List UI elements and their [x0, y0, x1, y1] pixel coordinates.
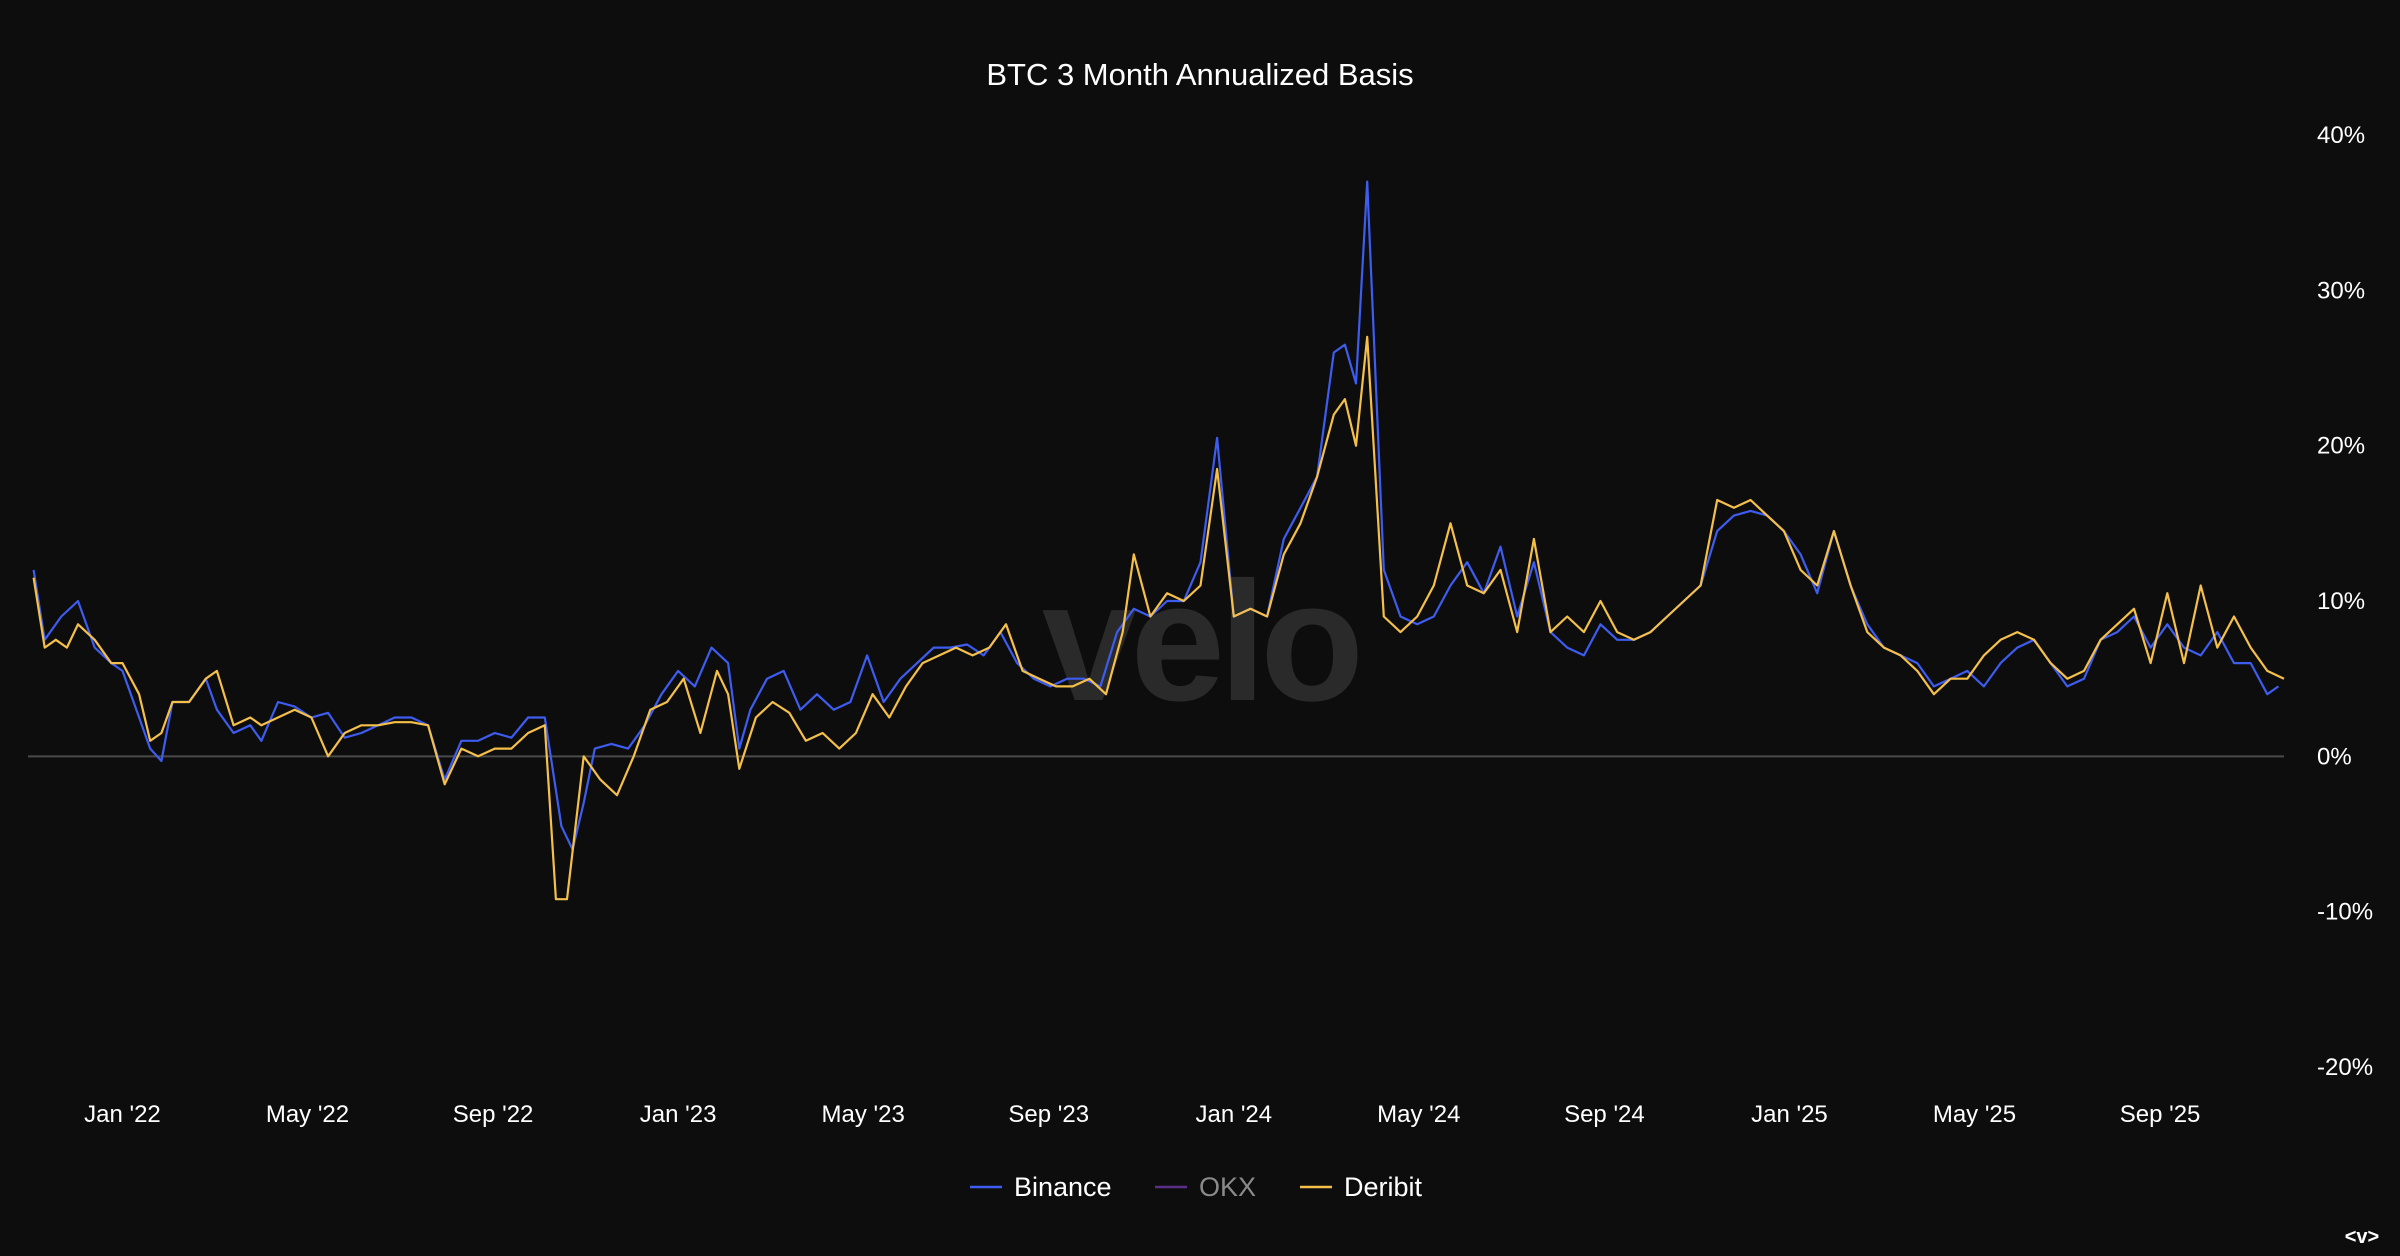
x-tick-label: Jan '22: [84, 1101, 161, 1128]
series-line-deribit: [32, 335, 2285, 901]
x-tick-label: Sep '22: [453, 1101, 534, 1128]
legend-item-okx[interactable]: OKX: [1155, 1172, 1256, 1202]
y-tick-label: -10%: [2317, 899, 2373, 926]
nav-toggle[interactable]: <v>: [2345, 1226, 2379, 1248]
y-tick-label: 0%: [2317, 743, 2352, 770]
watermark: velo: [1042, 547, 1358, 737]
legend-label: Deribit: [1344, 1172, 1423, 1202]
legend-label: Binance: [1014, 1172, 1112, 1202]
x-axis: Jan '22 May '22 Sep '22 Jan '23 May '23 Sep '…: [84, 1101, 2200, 1128]
legend[interactable]: Binance OKX Deribit: [970, 1172, 1423, 1202]
series-layer: [32, 180, 2285, 901]
x-tick-label: Jan '24: [1195, 1101, 1272, 1128]
x-tick-label: May '25: [1933, 1101, 2016, 1128]
legend-item-deribit[interactable]: Deribit: [1300, 1172, 1423, 1202]
x-tick-label: May '23: [822, 1101, 905, 1128]
y-tick-label: -20%: [2317, 1054, 2373, 1081]
x-tick-label: Sep '24: [1564, 1101, 1645, 1128]
legend-item-binance[interactable]: Binance: [970, 1172, 1112, 1202]
x-tick-label: Sep '25: [2120, 1101, 2201, 1128]
y-tick-label: 20%: [2317, 433, 2365, 460]
y-axis: 40% 30% 20% 10% 0% -10% -20%: [2317, 122, 2373, 1081]
x-tick-label: May '22: [266, 1101, 349, 1128]
y-tick-label: 30%: [2317, 277, 2365, 304]
x-tick-label: Sep '23: [1008, 1101, 1089, 1128]
series-line-binance: [32, 180, 2280, 851]
legend-label: OKX: [1199, 1172, 1256, 1202]
x-tick-label: Jan '23: [640, 1101, 717, 1128]
y-tick-label: 40%: [2317, 122, 2365, 149]
y-tick-label: 10%: [2317, 588, 2365, 615]
chart-title: BTC 3 Month Annualized Basis: [986, 57, 1413, 92]
x-tick-label: Jan '25: [1751, 1101, 1828, 1128]
x-tick-label: May '24: [1377, 1101, 1460, 1128]
